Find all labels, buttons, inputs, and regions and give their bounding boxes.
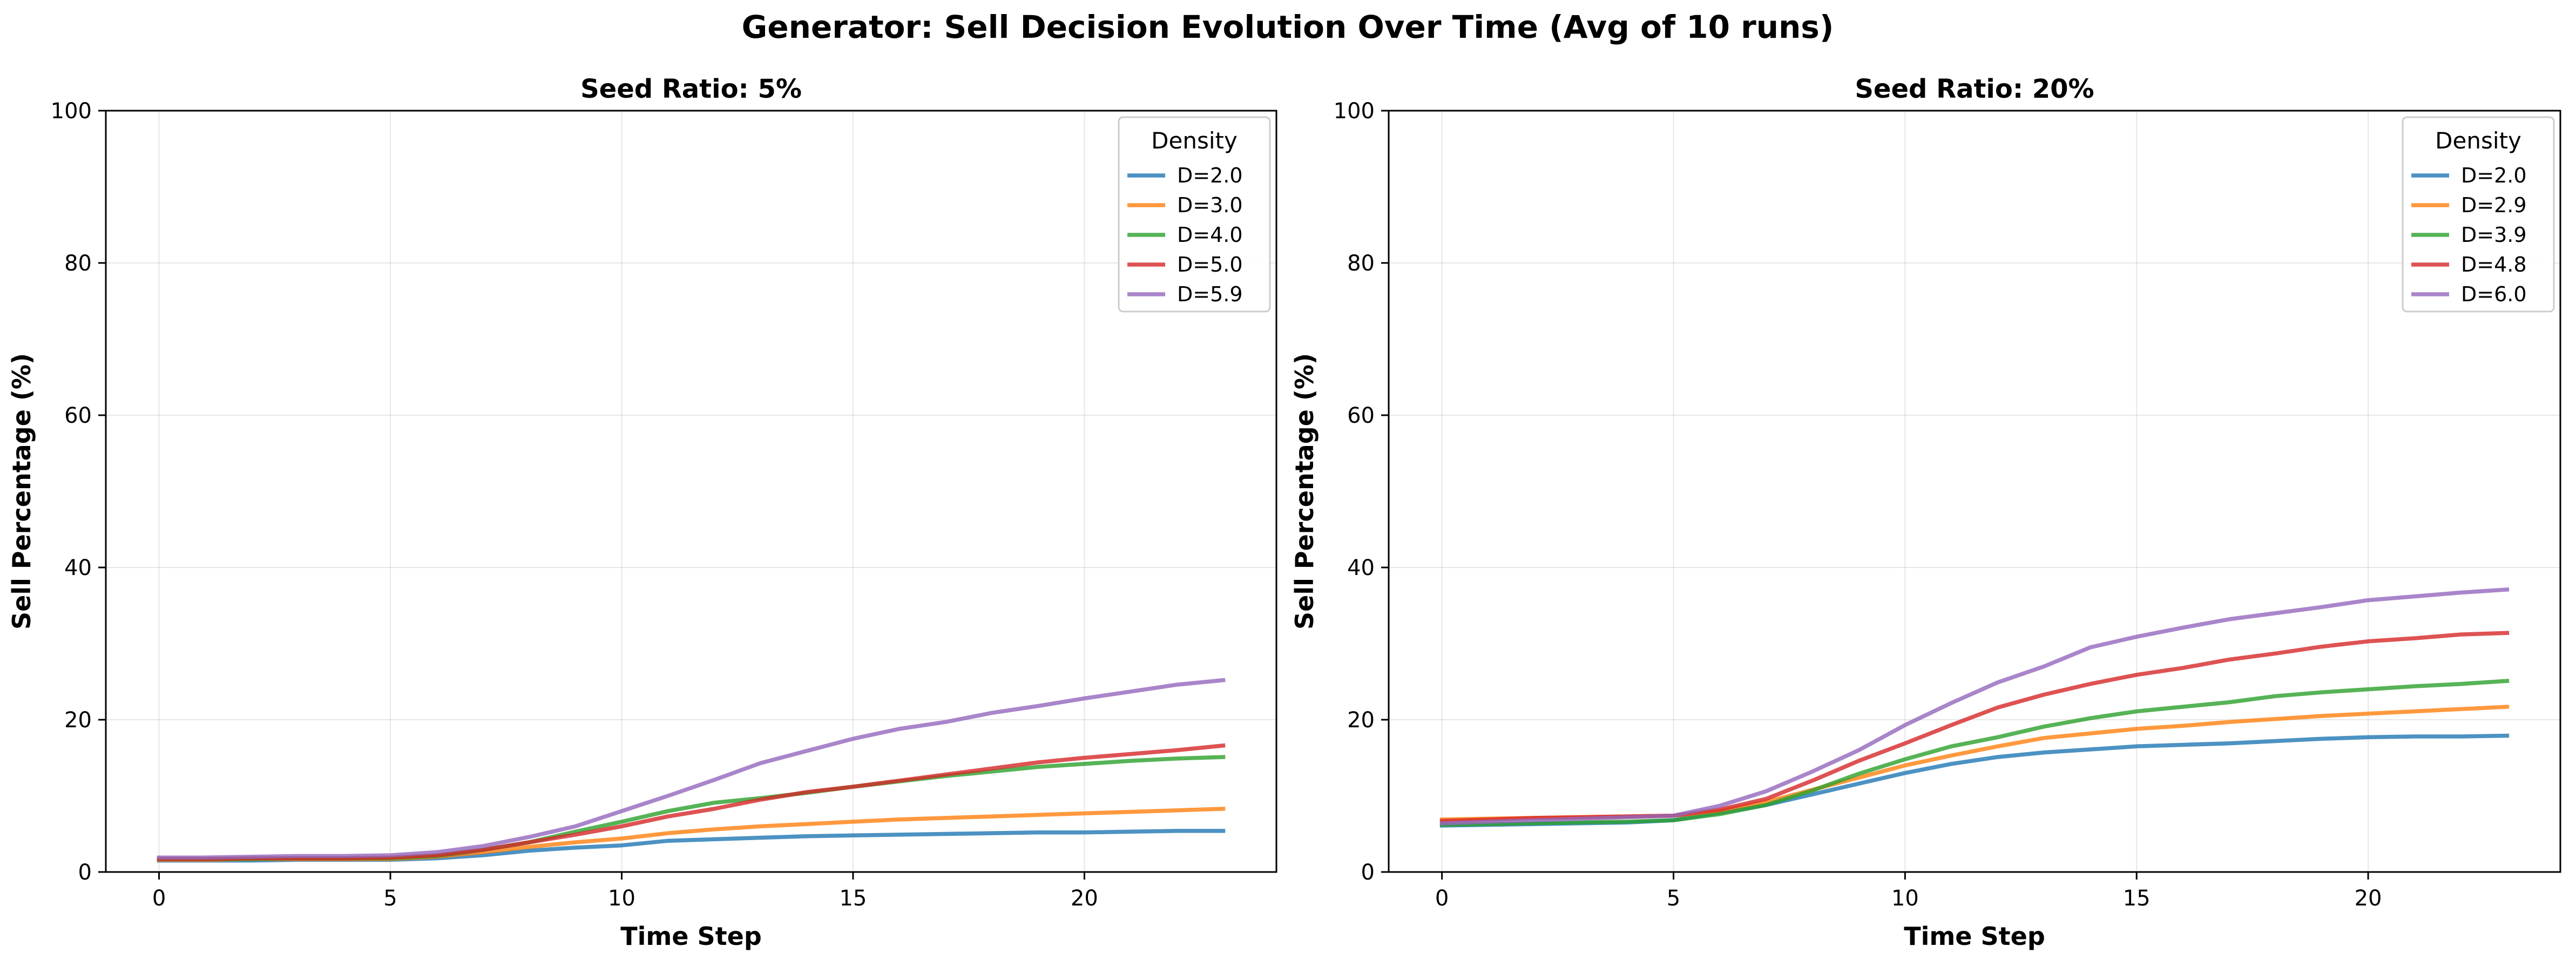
y-tick-label: 40 [64, 556, 92, 580]
x-tick-label: 15 [839, 886, 867, 911]
x-tick-label: 0 [152, 886, 166, 911]
y-tick-label: 0 [78, 860, 92, 885]
x-tick-label: 5 [383, 886, 397, 911]
legend-entry-label: D=6.0 [2461, 282, 2527, 306]
y-tick-label: 40 [1347, 556, 1375, 580]
legend: Density D=2.0 D=3.0 D=4.0 D=5.0 D=5.9 [1118, 116, 1271, 313]
x-axis-label: Time Step [620, 922, 762, 951]
series-line-d-6-0 [1439, 587, 2510, 826]
legend-entry-label: D=2.0 [2461, 164, 2527, 187]
y-tick-label: 100 [1334, 99, 1375, 124]
y-axis-label: Sell Percentage (%) [1290, 353, 1319, 630]
legend: Density D=2.0 D=2.9 D=3.9 D=4.8 D=6.0 [2402, 116, 2555, 313]
y-tick-label: 80 [64, 251, 92, 276]
x-tick-label: 0 [1435, 886, 1449, 911]
y-tick-label: 60 [64, 403, 92, 428]
x-tick-label: 5 [1667, 886, 1680, 911]
legend-entry-label: D=4.0 [1177, 223, 1243, 247]
x-tick-label: 20 [1071, 886, 1098, 911]
axes-frame [105, 110, 1277, 873]
y-tick-label: 60 [1347, 403, 1375, 428]
legend-entry-label: D=2.9 [2461, 193, 2527, 217]
chart-title: Seed Ratio: 20% [1855, 74, 2094, 104]
x-tick-label: 20 [2355, 886, 2382, 911]
series-line-d-5-9 [157, 678, 1226, 860]
series-line-d-5-0 [157, 743, 1226, 861]
figure-suptitle: Generator: Sell Decision Evolution Over … [742, 9, 1834, 45]
axes-frame [1388, 110, 2561, 873]
series-line-d-3-9 [1439, 679, 2510, 827]
x-tick-label: 10 [608, 886, 635, 911]
chart-panel-seed-5: 0 5 10 15 20 0 20 40 60 80 100 Seed Ratio: 5% Time S… [7, 74, 1277, 951]
y-tick-label: 100 [51, 99, 92, 124]
y-tick-label: 80 [1347, 251, 1375, 276]
x-axis-label: Time Step [1904, 922, 2045, 951]
legend-entry-label: D=3.9 [2461, 223, 2527, 247]
y-tick-label: 20 [64, 708, 92, 733]
y-tick-label: 20 [1347, 708, 1375, 733]
chart-title: Seed Ratio: 5% [580, 74, 802, 104]
legend-entry-label: D=4.8 [2461, 253, 2527, 276]
legend-entry-label: D=2.0 [1177, 164, 1243, 187]
legend-entry-label: D=5.9 [1177, 282, 1243, 306]
legend-title: Density [1151, 127, 1238, 154]
x-tick-label: 15 [2123, 886, 2151, 911]
chart-panel-seed-20: 0 5 10 15 20 0 20 40 60 80 100 Seed Ratio: 20% Time … [1290, 74, 2561, 951]
legend-entry-label: D=3.0 [1177, 193, 1243, 217]
y-axis-label: Sell Percentage (%) [7, 353, 36, 630]
legend-title: Density [2435, 127, 2521, 154]
legend-entry-label: D=5.0 [1177, 253, 1243, 276]
x-tick-label: 10 [1891, 886, 1919, 911]
y-tick-label: 0 [1361, 860, 1375, 885]
